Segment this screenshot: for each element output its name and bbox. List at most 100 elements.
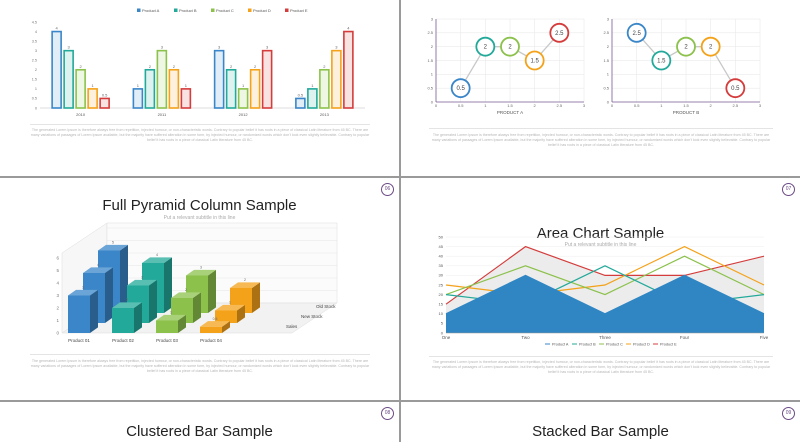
column-value-label: 2 [185, 288, 187, 292]
column-top [230, 282, 260, 288]
slide-number-badge: 09 [782, 407, 795, 420]
bar [144, 68, 156, 109]
bar [261, 49, 273, 109]
category-label: Three [599, 335, 611, 340]
y-tick-label: 2.5 [32, 59, 37, 63]
data-point [549, 22, 570, 43]
y-tick-label: 2.5 [427, 30, 433, 35]
y-tick-label: 50 [439, 234, 444, 239]
area-line [445, 274, 765, 315]
data-point [725, 78, 746, 99]
column-side [164, 257, 172, 313]
y-tick-label: 25 [439, 282, 444, 287]
y-tick-label: 3 [56, 293, 59, 298]
y-tick-label: 5 [56, 268, 59, 273]
bar-value-label: 3 [218, 45, 221, 50]
bar [213, 49, 225, 109]
column-side [149, 279, 157, 323]
column-top [200, 321, 230, 327]
y-tick-label: 0 [431, 99, 434, 104]
y-tick-label: 2 [35, 68, 37, 72]
slide-number-badge: 07 [782, 183, 795, 196]
category-label: Four [680, 335, 690, 340]
legend-swatch [137, 8, 141, 12]
x-tick-label: 2 [534, 103, 537, 108]
y-tick-label: 15 [439, 302, 444, 307]
legend-label: Product A [552, 343, 569, 347]
divider [30, 124, 370, 125]
legend-swatch [285, 8, 289, 12]
column-top [68, 289, 98, 296]
bar [132, 88, 144, 109]
x-tick-label: 0 [435, 103, 438, 108]
y-tick-label: 2 [431, 44, 434, 49]
column-value-label: 1 [170, 311, 172, 315]
y-tick-label: 1 [607, 72, 610, 77]
column-value-label: 4 [156, 253, 158, 257]
slide-pyramid-column[interactable]: 06 Full Pyramid Column Sample Put a rele… [0, 178, 399, 400]
category-label: Product 03 [156, 338, 178, 343]
data-point [676, 36, 696, 57]
column-value-label: 2 [126, 298, 128, 302]
slide-title: Stacked Bar Sample [532, 423, 669, 440]
y-tick-label: 3 [431, 16, 434, 21]
slide-stacked-bar[interactable]: 09 Stacked Bar Sample [401, 402, 800, 442]
point-label: 2 [684, 45, 688, 51]
column-value-label: 3 [200, 266, 202, 270]
point-label: 0.5 [731, 86, 740, 92]
point-label: 2.5 [632, 31, 641, 37]
column-side [120, 244, 128, 313]
bar-value-label: 1 [242, 83, 245, 88]
slide-caption: The generated Lorem Ipsum is therefore a… [30, 359, 370, 373]
category-label: Product 02 [112, 338, 134, 343]
legend-label: Product E [290, 8, 308, 13]
bar [156, 49, 168, 109]
slide-subtitle: Put a relevant subtitle in this line [163, 215, 236, 221]
column-top [156, 314, 186, 321]
data-point [475, 36, 496, 57]
x-tick-label: 2 [710, 103, 713, 108]
legend-swatch [248, 8, 252, 12]
category-label: 2012 [239, 112, 249, 117]
legend-label: Product D [633, 343, 650, 347]
x-tick-label: 2.5 [733, 103, 739, 108]
slide-title: Full Pyramid Column Sample [102, 197, 297, 214]
y-tick-label: 1 [56, 318, 59, 323]
y-tick-label: 0 [607, 99, 610, 104]
bar [180, 88, 192, 109]
column-top [186, 269, 216, 276]
bar [51, 30, 62, 109]
category-label: 2013 [320, 112, 330, 117]
bar-value-label: 0.5 [298, 92, 304, 97]
data-point [700, 36, 721, 57]
bar-value-label: 4 [56, 26, 59, 31]
bar-value-label: 1 [137, 83, 140, 88]
column-value-label: 5 [112, 241, 114, 245]
y-tick-label: 0 [56, 331, 59, 336]
slide-clustered-bar[interactable]: 08 Clustered Bar Sample [0, 402, 399, 442]
x-tick-label: 1.5 [507, 103, 513, 108]
data-point [450, 78, 471, 99]
column-top [127, 279, 157, 286]
category-label: Product 04 [200, 338, 222, 343]
y-tick-label: 0.5 [427, 85, 433, 90]
data-point [651, 50, 672, 71]
slide-clustered-column[interactable]: Product A Product B Product C Product D Prod… [0, 0, 399, 176]
bar [331, 49, 342, 109]
point-label: 2.5 [555, 31, 564, 37]
y-tick-label: 0 [441, 330, 444, 335]
bar-value-label: 2 [230, 64, 233, 69]
bar [99, 97, 110, 109]
column-value-label: 3 [141, 276, 143, 280]
bar-value-label: 2 [80, 64, 83, 69]
y-tick-label: 4 [56, 281, 59, 286]
x-tick-label: 2.5 [557, 103, 563, 108]
slide-caption: The generated Lorem Ipsum is therefore a… [30, 128, 370, 142]
y-tick-label: 2.5 [603, 30, 609, 35]
point-label: 2 [508, 45, 512, 51]
bar-value-label: 3 [335, 45, 338, 50]
slide-area-chart[interactable]: 07 Area Chart Sample Put a relevant subt… [401, 178, 800, 400]
slide-scatter[interactable]: 0 0 0.5 0.5 1 1 1.5 1.5 2 2 2.5 2.5 3 3 0.5 2 2 1.5 2.5 PRO… [401, 0, 800, 176]
bar-value-label: 2 [323, 64, 326, 69]
